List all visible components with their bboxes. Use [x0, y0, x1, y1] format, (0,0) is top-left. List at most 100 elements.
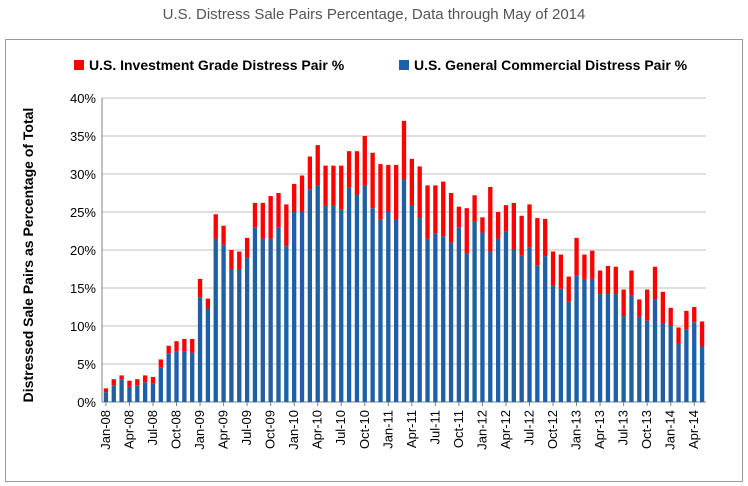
bar-general-commercial: [307, 189, 313, 402]
bar-general-commercial: [370, 208, 375, 402]
bar-general-commercial: [197, 297, 203, 402]
bar-investment-grade: [103, 388, 109, 393]
y-tick-label: 30%: [70, 167, 96, 182]
bar-general-commercial: [543, 256, 548, 402]
bar-investment-grade: [590, 250, 595, 279]
bar-investment-grade: [503, 205, 509, 232]
bar-general-commercial: [221, 244, 226, 402]
x-tick-label: Jul-12: [522, 410, 537, 445]
bar-investment-grade: [511, 202, 516, 250]
bar-general-commercial: [433, 233, 438, 402]
x-tick-label: Jul-09: [239, 410, 254, 445]
bar-investment-grade: [668, 307, 673, 326]
x-tick-label: Jan-12: [474, 410, 489, 450]
bar-general-commercial: [448, 242, 454, 402]
legend-label-general-commercial: U.S. General Commercial Distress Pair %: [414, 57, 688, 73]
x-tick-label: Jan-14: [663, 410, 678, 450]
legend-swatch-investment-grade: [74, 60, 84, 70]
bar-investment-grade: [692, 307, 697, 323]
bar-general-commercial: [190, 352, 195, 402]
bar-general-commercial: [299, 212, 305, 402]
bar-general-commercial: [441, 236, 446, 402]
bar-investment-grade: [260, 202, 265, 239]
bar-investment-grade: [370, 152, 375, 209]
bar-investment-grade: [221, 225, 226, 245]
bar-investment-grade: [433, 185, 438, 234]
bar-general-commercial: [527, 247, 532, 402]
bar-general-commercial: [354, 194, 360, 402]
bar-investment-grade: [684, 310, 689, 330]
bar-investment-grade: [566, 276, 571, 302]
x-tick-label: Apr-11: [404, 410, 419, 448]
bar-investment-grade: [135, 379, 140, 386]
bar-general-commercial: [237, 269, 242, 402]
bar-investment-grade: [237, 251, 242, 269]
bar-general-commercial: [260, 238, 265, 402]
bar-investment-grade: [299, 175, 305, 212]
x-tick-label: Jan-08: [98, 410, 113, 450]
bar-general-commercial: [229, 269, 234, 402]
bar-general-commercial: [480, 232, 485, 402]
bar-investment-grade: [660, 291, 666, 323]
x-tick-label: Oct-09: [263, 410, 278, 449]
x-tick-label: Apr-12: [498, 410, 513, 449]
bar-general-commercial: [205, 308, 211, 402]
bar-general-commercial: [339, 209, 344, 402]
bar-general-commercial: [566, 301, 571, 402]
bar-investment-grade: [119, 375, 124, 380]
bar-investment-grade: [323, 165, 328, 206]
bar-investment-grade: [292, 183, 297, 212]
bar-investment-grade: [142, 375, 148, 383]
bar-general-commercial: [331, 205, 336, 402]
bar-investment-grade: [331, 165, 336, 206]
bar-general-commercial: [182, 351, 187, 402]
bar-general-commercial: [284, 246, 289, 402]
bar-general-commercial: [119, 379, 124, 402]
x-tick-label: Jan-13: [569, 410, 584, 450]
bar-general-commercial: [668, 326, 673, 402]
bar-general-commercial: [127, 386, 132, 402]
bar-investment-grade: [527, 204, 532, 248]
bar-investment-grade: [213, 214, 218, 239]
bar-investment-grade: [558, 254, 564, 289]
bar-general-commercial: [409, 205, 414, 402]
bar-general-commercial: [464, 253, 469, 402]
bar-general-commercial: [417, 218, 422, 402]
bar-general-commercial: [174, 351, 179, 402]
x-tick-label: Jan-10: [286, 410, 301, 450]
bar-general-commercial: [699, 346, 705, 402]
x-tick-label: Jul-13: [616, 410, 631, 445]
x-tick-label: Apr-13: [592, 410, 607, 449]
y-axis-title: Distressed Sale Pairs as Percentage of T…: [20, 108, 36, 403]
bar-general-commercial: [346, 187, 352, 402]
bar-investment-grade: [111, 379, 116, 386]
x-tick-label: Apr-10: [310, 410, 325, 449]
bar-investment-grade: [448, 193, 454, 243]
x-tick-label: Oct-10: [357, 410, 372, 449]
bar-investment-grade: [362, 136, 367, 186]
bar-investment-grade: [315, 145, 320, 186]
bar-general-commercial: [645, 320, 650, 402]
bar-general-commercial: [292, 212, 297, 402]
bar-investment-grade: [378, 164, 383, 220]
bar-investment-grade: [401, 120, 407, 181]
bar-general-commercial: [103, 392, 109, 402]
bar-general-commercial: [252, 227, 258, 402]
x-tick-label: Apr-08: [121, 410, 136, 449]
bar-general-commercial: [637, 316, 642, 402]
bar-investment-grade: [284, 204, 289, 247]
bar-investment-grade: [441, 181, 446, 237]
bar-general-commercial: [621, 316, 626, 402]
bar-general-commercial: [394, 219, 399, 402]
bar-investment-grade: [276, 193, 281, 228]
x-tick-label: Jul-11: [427, 410, 442, 444]
bar-investment-grade: [166, 345, 171, 354]
bar-general-commercial: [456, 227, 462, 402]
bar-general-commercial: [684, 329, 689, 402]
bar-investment-grade: [386, 164, 391, 212]
y-tick-label: 0%: [77, 395, 96, 410]
bar-investment-grade: [645, 289, 650, 321]
bar-general-commercial: [613, 294, 618, 402]
